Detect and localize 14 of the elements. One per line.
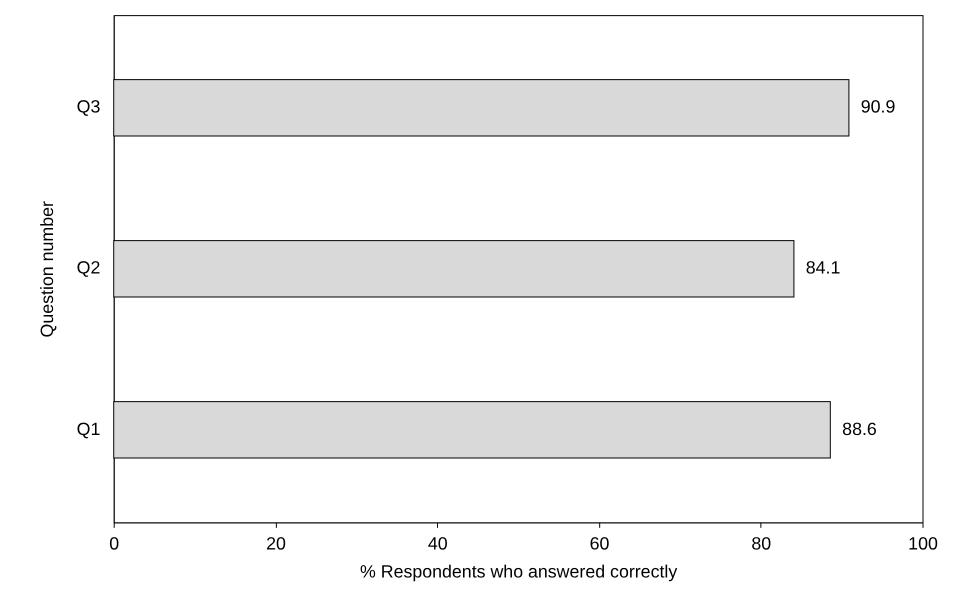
x-tick-label: 60 <box>590 534 610 554</box>
x-tick-label: 80 <box>751 534 772 554</box>
x-tick-label: 40 <box>428 534 448 554</box>
data-label: 90.9 <box>860 96 896 117</box>
x-tick-label: 20 <box>266 534 286 554</box>
x-tick-label: 100 <box>908 534 938 554</box>
y-axis-title: Question number <box>36 201 57 338</box>
y-tick-label: Q2 <box>76 258 100 278</box>
y-tick-label: Q3 <box>76 96 100 117</box>
data-label: 88.6 <box>842 418 877 439</box>
data-label: 84.1 <box>806 258 840 278</box>
x-axis-title: % Respondents who answered correctly <box>360 561 678 582</box>
x-tick-label: 0 <box>109 534 120 554</box>
y-tick-label: Q1 <box>76 418 100 439</box>
